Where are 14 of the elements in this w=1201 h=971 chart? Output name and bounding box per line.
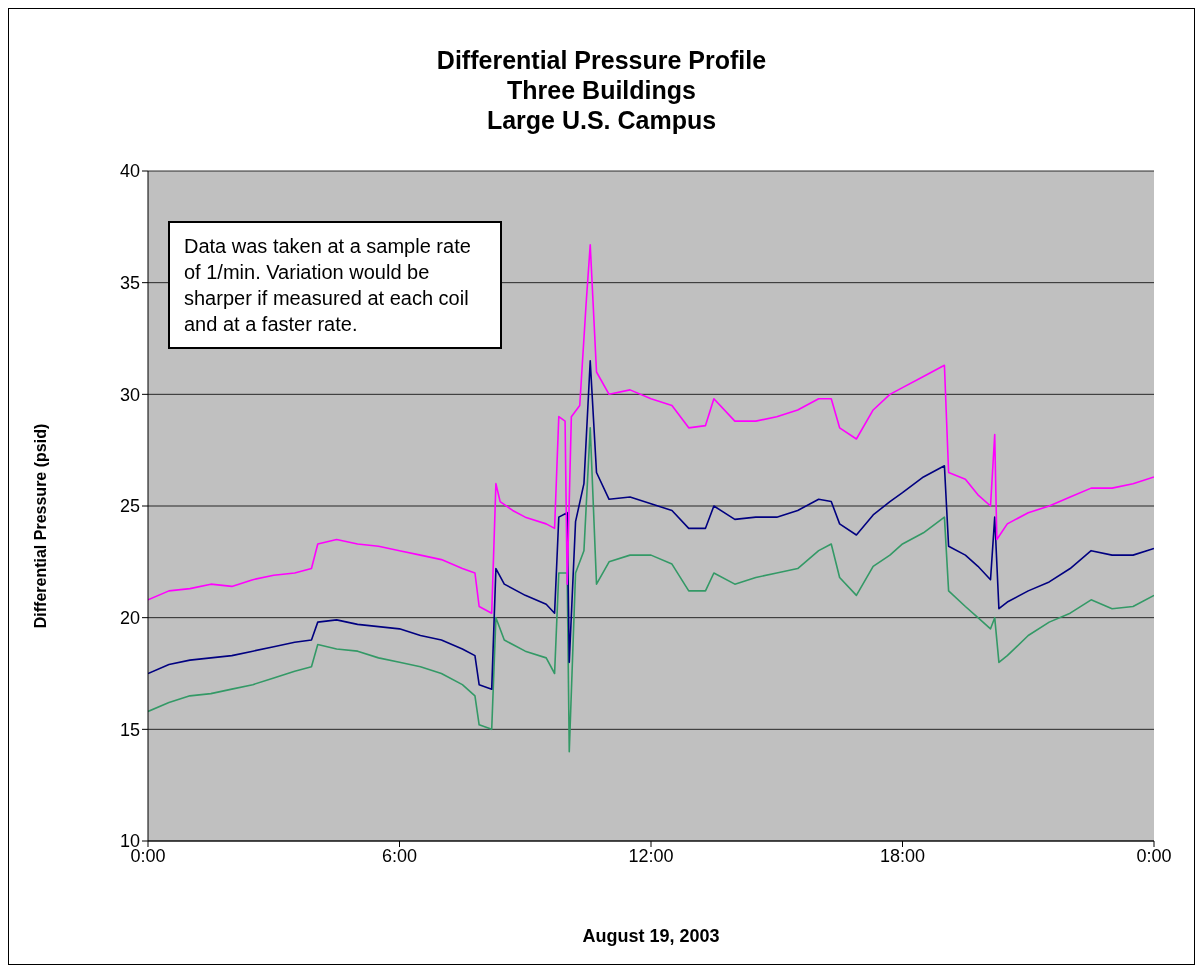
annotation: Data was taken at a sample rate of 1/min. Variation would be sharper if measured at each coil and at a faster rate. — [184, 234, 472, 337]
x-tick-label: 0:00 — [1136, 845, 1172, 866]
y-tick-label: 40 — [119, 161, 140, 182]
y-tick-label: 30 — [119, 384, 140, 405]
y-tick-label: 20 — [119, 608, 140, 629]
x-tick-label: 6:00 — [381, 845, 418, 866]
x-axis-title: August 19, 2003 — [581, 926, 721, 947]
x-tick-label: 12:00 — [628, 845, 674, 866]
x-tick-label: 18:00 — [879, 845, 926, 866]
y-axis-title: Differential Pressure (psid) — [32, 423, 50, 629]
y-tick-label: 35 — [119, 273, 140, 294]
chart-title: Differential Pressure Profile Three Buildings Large U.S. Campus — [435, 45, 768, 135]
y-tick-label: 15 — [119, 719, 140, 740]
y-tick-label: 25 — [119, 496, 140, 517]
